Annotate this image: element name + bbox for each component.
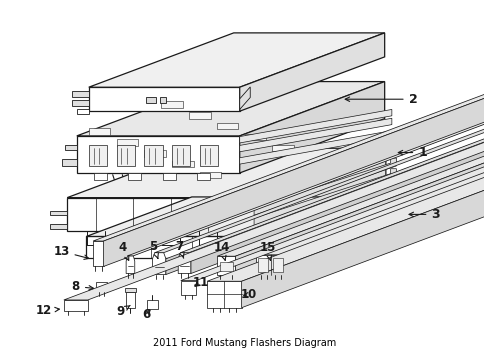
Polygon shape bbox=[126, 292, 135, 308]
Polygon shape bbox=[77, 136, 239, 173]
Polygon shape bbox=[189, 112, 210, 118]
Polygon shape bbox=[161, 101, 183, 108]
Text: 1: 1 bbox=[397, 146, 426, 159]
Polygon shape bbox=[72, 91, 89, 97]
FancyBboxPatch shape bbox=[89, 145, 107, 166]
Text: 3: 3 bbox=[408, 208, 439, 221]
FancyBboxPatch shape bbox=[220, 262, 232, 271]
Polygon shape bbox=[217, 9, 488, 256]
Polygon shape bbox=[86, 197, 349, 237]
Text: 9: 9 bbox=[117, 305, 130, 318]
Polygon shape bbox=[200, 172, 221, 178]
FancyBboxPatch shape bbox=[172, 145, 190, 166]
Polygon shape bbox=[285, 0, 488, 275]
Polygon shape bbox=[165, 41, 488, 275]
FancyBboxPatch shape bbox=[128, 173, 141, 180]
Polygon shape bbox=[50, 211, 67, 215]
Text: 12: 12 bbox=[36, 304, 59, 317]
Polygon shape bbox=[72, 100, 89, 106]
Polygon shape bbox=[93, 241, 103, 266]
FancyBboxPatch shape bbox=[160, 97, 166, 103]
FancyBboxPatch shape bbox=[146, 97, 156, 103]
FancyBboxPatch shape bbox=[197, 173, 210, 180]
Polygon shape bbox=[235, 9, 488, 275]
FancyBboxPatch shape bbox=[93, 173, 107, 180]
Polygon shape bbox=[181, 280, 196, 294]
Polygon shape bbox=[207, 0, 488, 281]
Polygon shape bbox=[103, 44, 488, 266]
Text: 14: 14 bbox=[213, 241, 229, 260]
Polygon shape bbox=[67, 148, 385, 198]
Polygon shape bbox=[50, 224, 67, 229]
Polygon shape bbox=[154, 35, 488, 253]
Polygon shape bbox=[93, 44, 488, 241]
Polygon shape bbox=[239, 87, 250, 109]
Text: 10: 10 bbox=[241, 288, 257, 301]
Polygon shape bbox=[241, 0, 488, 308]
Polygon shape bbox=[254, 148, 385, 231]
Polygon shape bbox=[272, 145, 293, 151]
Polygon shape bbox=[77, 82, 384, 136]
Polygon shape bbox=[178, 253, 191, 274]
Polygon shape bbox=[77, 109, 89, 114]
Polygon shape bbox=[89, 87, 239, 111]
Text: 4: 4 bbox=[118, 240, 128, 260]
Polygon shape bbox=[254, 169, 396, 226]
Polygon shape bbox=[147, 300, 158, 309]
Text: 13: 13 bbox=[53, 245, 88, 260]
Polygon shape bbox=[116, 139, 138, 146]
Polygon shape bbox=[254, 158, 396, 215]
Polygon shape bbox=[244, 134, 265, 140]
Polygon shape bbox=[254, 148, 396, 205]
Polygon shape bbox=[64, 300, 88, 311]
Polygon shape bbox=[256, 0, 488, 255]
Text: 2: 2 bbox=[345, 93, 417, 106]
Polygon shape bbox=[256, 255, 285, 275]
Polygon shape bbox=[64, 145, 77, 150]
Polygon shape bbox=[67, 198, 254, 231]
Polygon shape bbox=[96, 282, 107, 292]
Text: 5: 5 bbox=[149, 240, 158, 258]
Polygon shape bbox=[62, 159, 77, 166]
Polygon shape bbox=[89, 33, 384, 87]
Polygon shape bbox=[144, 150, 165, 157]
Polygon shape bbox=[239, 131, 391, 164]
Polygon shape bbox=[239, 82, 384, 173]
FancyBboxPatch shape bbox=[273, 258, 283, 273]
Polygon shape bbox=[244, 197, 349, 258]
Text: 2011 Ford Mustang Flashers Diagram: 2011 Ford Mustang Flashers Diagram bbox=[153, 338, 335, 348]
Text: 7: 7 bbox=[175, 240, 183, 258]
Polygon shape bbox=[216, 123, 238, 129]
Polygon shape bbox=[89, 129, 110, 135]
Polygon shape bbox=[64, 102, 488, 300]
Polygon shape bbox=[181, 83, 488, 280]
FancyBboxPatch shape bbox=[144, 145, 162, 166]
FancyBboxPatch shape bbox=[116, 145, 135, 166]
Polygon shape bbox=[172, 161, 193, 167]
Text: 8: 8 bbox=[72, 280, 93, 293]
Text: 6: 6 bbox=[142, 308, 150, 321]
Polygon shape bbox=[239, 33, 384, 111]
Polygon shape bbox=[180, 46, 488, 253]
Polygon shape bbox=[239, 118, 391, 152]
FancyBboxPatch shape bbox=[258, 258, 268, 273]
Polygon shape bbox=[127, 78, 488, 256]
FancyBboxPatch shape bbox=[200, 145, 218, 166]
Polygon shape bbox=[239, 109, 391, 143]
Text: 11: 11 bbox=[192, 276, 208, 289]
Polygon shape bbox=[124, 288, 136, 292]
Text: 15: 15 bbox=[259, 241, 275, 260]
FancyBboxPatch shape bbox=[162, 173, 176, 180]
Polygon shape bbox=[217, 256, 235, 275]
Polygon shape bbox=[191, 52, 488, 274]
Polygon shape bbox=[152, 253, 165, 275]
Polygon shape bbox=[207, 281, 241, 308]
Polygon shape bbox=[126, 256, 135, 274]
Polygon shape bbox=[86, 237, 244, 258]
